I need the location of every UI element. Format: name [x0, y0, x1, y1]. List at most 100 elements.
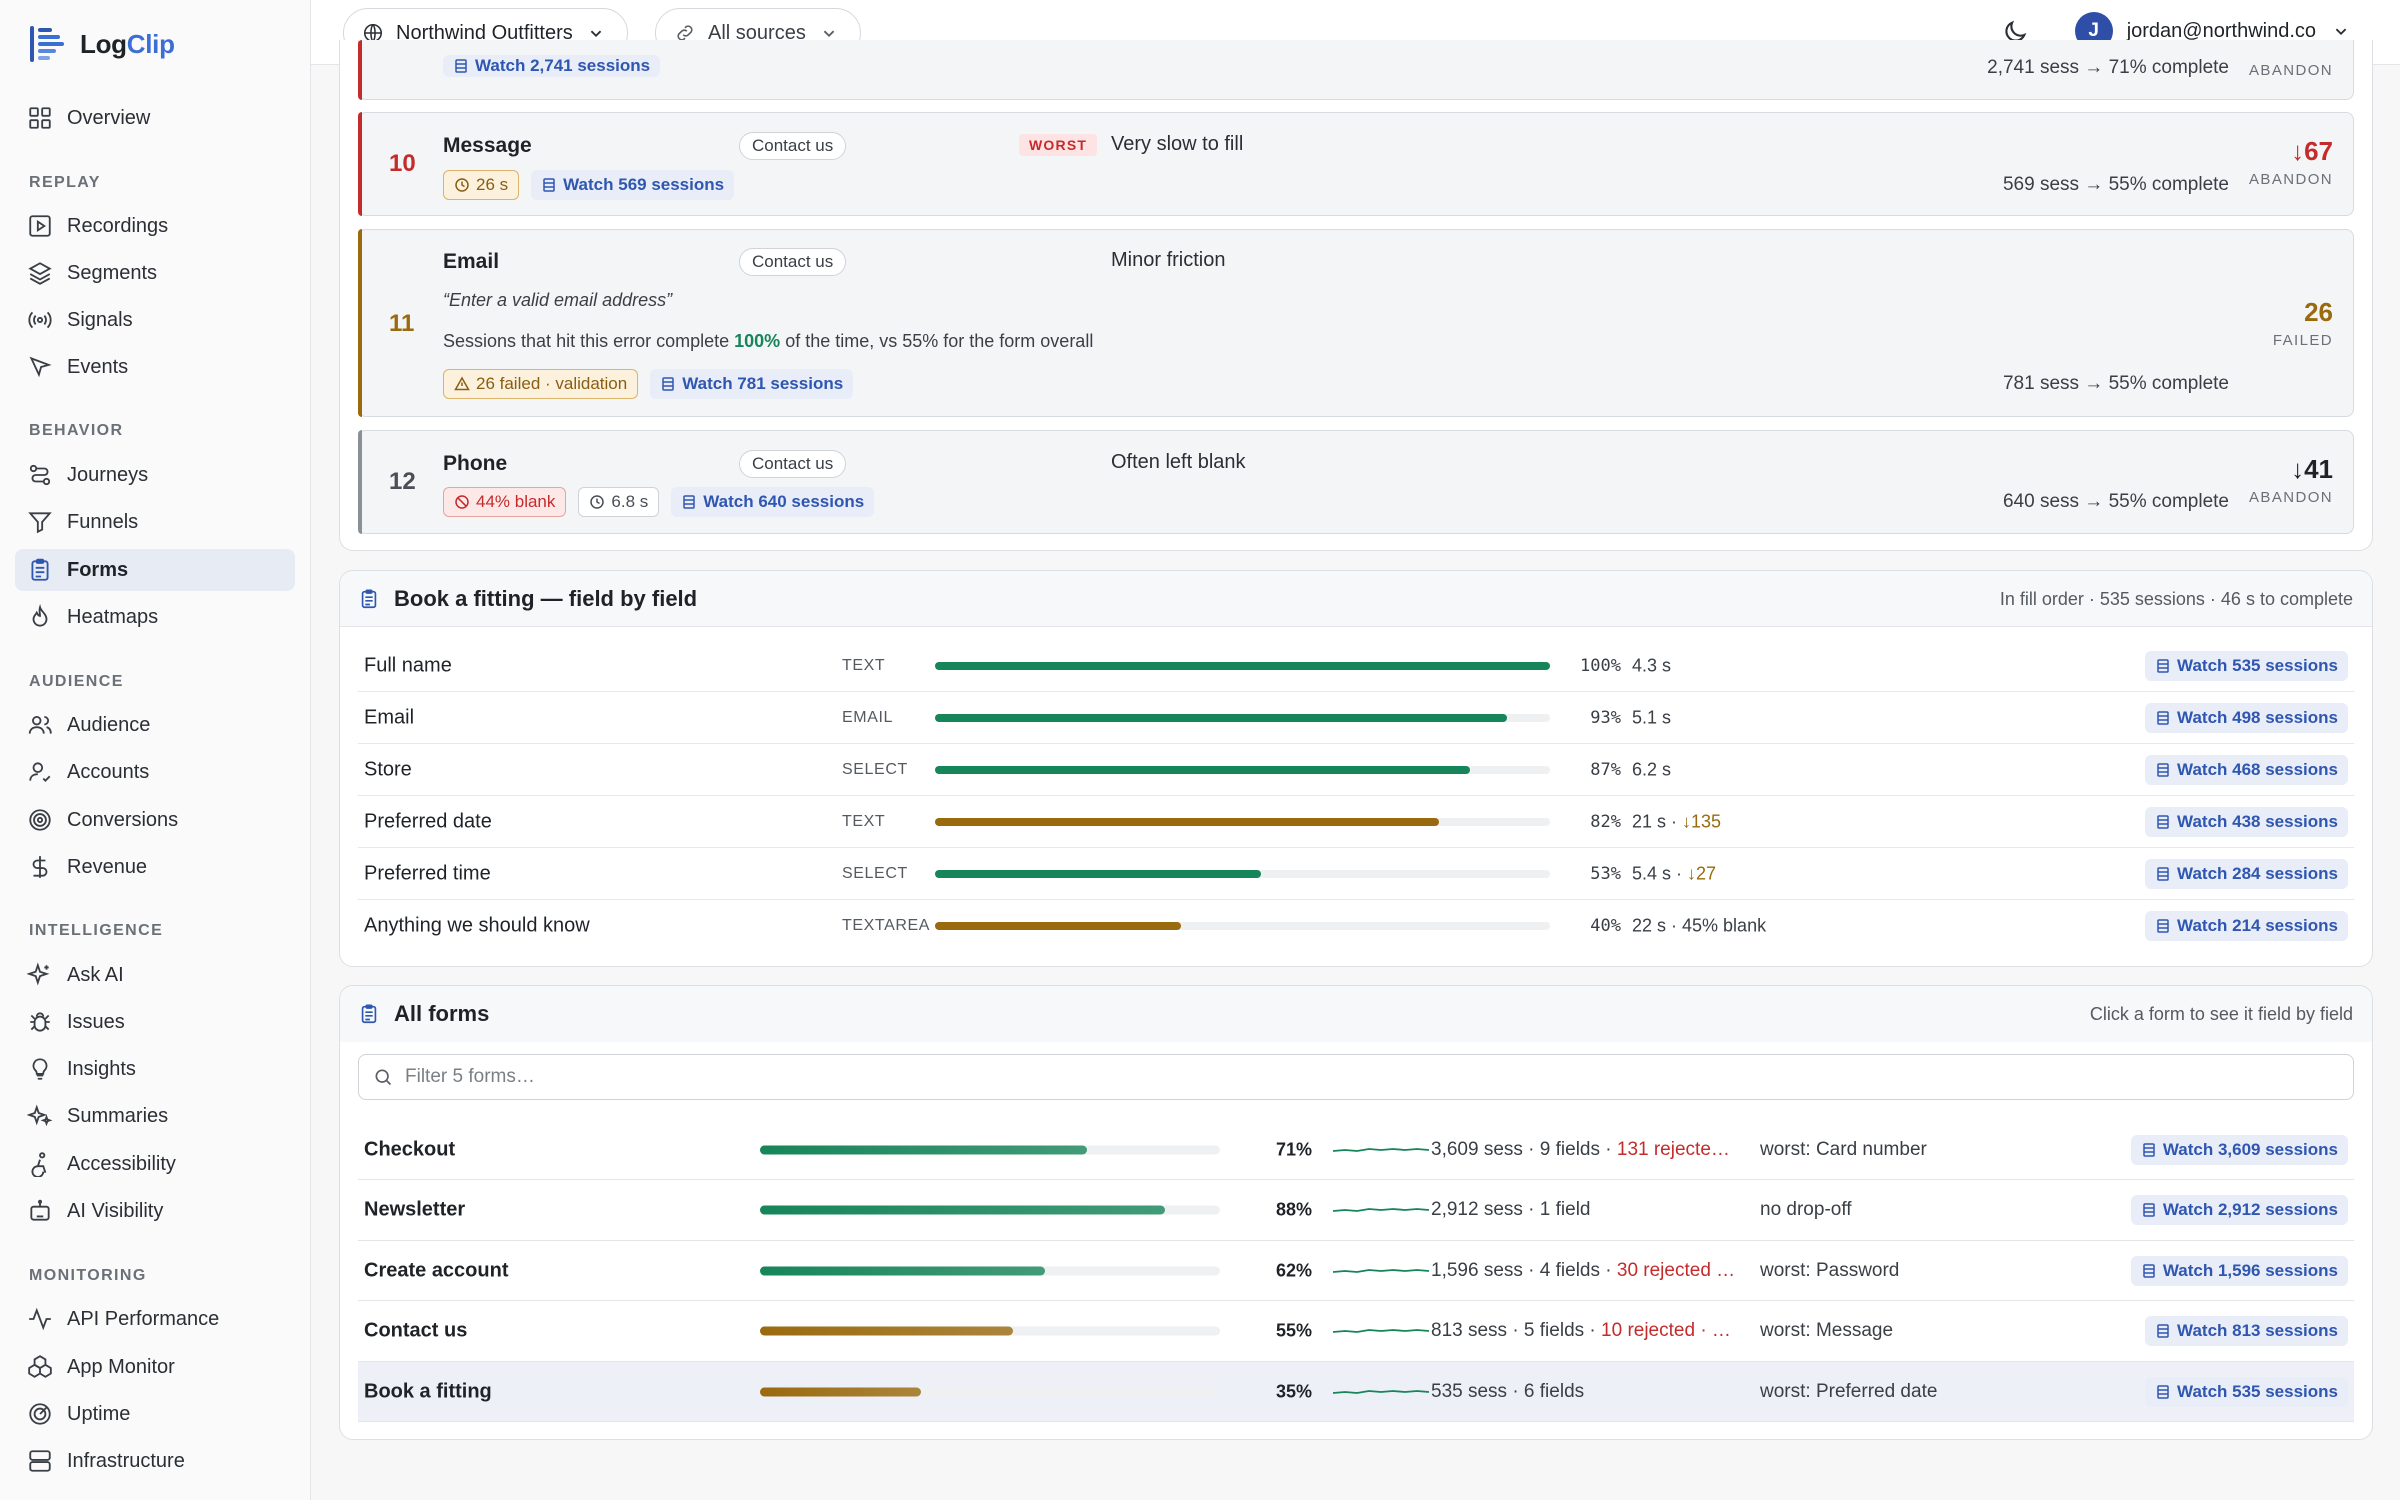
- nav-uptime[interactable]: Uptime: [15, 1393, 295, 1435]
- issue-chips: 44% blank 6.8 s Watch 640 sessions: [443, 487, 875, 517]
- logo[interactable]: LogClip: [28, 24, 175, 64]
- field-completion-bar: [935, 817, 1440, 826]
- watch-sessions-button[interactable]: Watch 438 sessions: [2145, 806, 2348, 837]
- issue-card-partial[interactable]: Watch 2,741 sessions 2,741 sess → 71% co…: [358, 40, 2354, 100]
- nav-events[interactable]: Events: [15, 346, 295, 388]
- nav-accounts-label: Accounts: [67, 760, 150, 783]
- issue-rank: 10: [389, 150, 416, 177]
- nav-heatmaps-label: Heatmaps: [67, 605, 159, 628]
- watch-sessions-button[interactable]: Watch 3,609 sessions: [2130, 1134, 2348, 1165]
- signal-icon: [28, 311, 52, 329]
- nav-accounts[interactable]: Accounts: [15, 751, 295, 793]
- field-row[interactable]: Store SELECT 87% 6.2 s Watch 468 sessions: [358, 744, 2354, 796]
- watch-sessions-button[interactable]: Watch 569 sessions: [531, 170, 735, 200]
- robot-icon: [30, 1199, 50, 1221]
- form-row[interactable]: Contact us 55% 813 sess · 5 fields · 10 re…: [358, 1302, 2354, 1362]
- form-worst-field: worst: Preferred date: [1760, 1380, 1938, 1402]
- field-type: EMAIL: [842, 708, 894, 726]
- nav-segments-label: Segments: [67, 261, 158, 284]
- severity-bar: [358, 229, 362, 417]
- form-tag[interactable]: Contact us: [739, 132, 847, 160]
- issue-metric: ↓41 ABANDON: [2249, 454, 2333, 506]
- issue-card[interactable]: 10 Message Contact us WORST Very slow to…: [358, 112, 2354, 216]
- flame-icon: [32, 604, 48, 627]
- form-row[interactable]: Book a fitting 35% 535 sess · 6 fields wors…: [358, 1362, 2354, 1422]
- watch-sessions-button[interactable]: Watch 2,741 sessions: [443, 55, 661, 77]
- watch-sessions-button[interactable]: Watch 535 sessions: [2145, 650, 2348, 681]
- user-check-icon: [29, 762, 51, 782]
- nav-issues[interactable]: Issues: [15, 1001, 295, 1043]
- link-icon: [677, 25, 693, 41]
- nav-accessibility[interactable]: Accessibility: [15, 1143, 295, 1185]
- form-row[interactable]: Newsletter 88% 2,912 sess · 1 field no drop…: [358, 1181, 2354, 1241]
- nav-audience[interactable]: Audience: [15, 704, 295, 746]
- nav-journeys[interactable]: Journeys: [15, 454, 295, 496]
- field-type: TEXT: [842, 812, 886, 830]
- nav-revenue[interactable]: Revenue: [15, 846, 295, 888]
- film-icon: [2157, 919, 2169, 933]
- form-completion-bar: [760, 1326, 1013, 1336]
- issue-stat: 569 sess → 55% complete: [2002, 174, 2229, 195]
- form-tag[interactable]: Contact us: [739, 248, 847, 276]
- field-type: TEXT: [842, 656, 886, 674]
- section-monitoring: MONITORING: [29, 1267, 147, 1284]
- film-icon: [2157, 658, 2169, 673]
- field-time: 4.3 s: [1632, 655, 1672, 675]
- watch-sessions-button[interactable]: Watch 1,596 sessions: [2130, 1255, 2348, 1286]
- time-chip: 26 s: [443, 170, 520, 200]
- nav-app-monitor-label: App Monitor: [67, 1355, 175, 1378]
- form-completion-track: [760, 1205, 1220, 1215]
- nav-app-monitor[interactable]: App Monitor: [15, 1346, 295, 1388]
- field-row[interactable]: Anything we should know TEXTAREA 40% 22 s ·…: [358, 900, 2354, 952]
- issue-metric: 26 FAILED: [2273, 297, 2333, 349]
- section-replay: REPLAY: [29, 174, 101, 191]
- watch-sessions-button[interactable]: Watch 284 sessions: [2145, 858, 2348, 889]
- nav-api-performance[interactable]: API Performance: [15, 1298, 295, 1340]
- watch-sessions-button[interactable]: Watch 498 sessions: [2145, 702, 2348, 733]
- nav-segments[interactable]: Segments: [15, 252, 295, 294]
- watch-sessions-button[interactable]: Watch 535 sessions: [2145, 1376, 2348, 1407]
- field-row[interactable]: Email EMAIL 93% 5.1 s Watch 498 sessions: [358, 692, 2354, 744]
- watch-sessions-button[interactable]: Watch 781 sessions: [650, 369, 854, 399]
- nav-heatmaps[interactable]: Heatmaps: [15, 596, 295, 638]
- nav-overview[interactable]: Overview: [15, 97, 295, 139]
- nav-funnels[interactable]: Funnels: [15, 501, 295, 543]
- nav-overview-label: Overview: [67, 106, 151, 129]
- form-worst-field: worst: Card number: [1760, 1138, 1927, 1160]
- watch-sessions-button[interactable]: Watch 468 sessions: [2145, 754, 2348, 785]
- film-icon: [455, 59, 467, 73]
- nav-conversions[interactable]: Conversions: [15, 799, 295, 841]
- field-completion-bar: [935, 869, 1261, 878]
- film-icon: [2143, 1142, 2155, 1157]
- watch-sessions-button[interactable]: Watch 214 sessions: [2145, 911, 2348, 941]
- form-completion-bar: [760, 1205, 1165, 1215]
- field-row[interactable]: Preferred time SELECT 53% 5.4 s · ↓27 Watch …: [358, 848, 2354, 900]
- watch-sessions-button[interactable]: Watch 2,912 sessions: [2130, 1195, 2348, 1225]
- field-row[interactable]: Full name TEXT 100% 4.3 s Watch 535 sessions: [358, 640, 2354, 692]
- issue-card[interactable]: 11 Email Contact us Minor friction “Ente…: [358, 229, 2354, 417]
- form-row[interactable]: Create account 62% 1,596 sess · 4 fields ·…: [358, 1241, 2354, 1301]
- forms-filter-input[interactable]: Filter 5 forms…: [358, 1054, 2354, 1100]
- field-time: 5.1 s: [1632, 707, 1672, 727]
- chevron-down-icon: [2335, 28, 2347, 36]
- form-tag[interactable]: Contact us: [739, 450, 847, 478]
- issue-card[interactable]: 12 Phone Contact us Often left blank 44%…: [358, 430, 2354, 534]
- watch-sessions-button[interactable]: Watch 640 sessions: [671, 487, 875, 517]
- nav-insights[interactable]: Insights: [15, 1048, 295, 1090]
- nav-ask-ai[interactable]: Ask AI: [15, 954, 295, 996]
- nav-conversions-label: Conversions: [67, 808, 179, 831]
- watch-sessions-button[interactable]: Watch 813 sessions: [2145, 1316, 2348, 1346]
- nav-ai-visibility[interactable]: AI Visibility: [15, 1190, 295, 1232]
- nav-recordings[interactable]: Recordings: [15, 205, 295, 247]
- issue-field-name: Email: [443, 250, 500, 273]
- nav-infrastructure[interactable]: Infrastructure: [15, 1440, 295, 1482]
- nav-summaries-label: Summaries: [67, 1104, 169, 1127]
- nav-signals[interactable]: Signals: [15, 299, 295, 341]
- film-icon: [2157, 866, 2169, 881]
- nav-summaries[interactable]: Summaries: [15, 1095, 295, 1137]
- field-row[interactable]: Preferred date TEXT 82% 21 s · ↓135 Watch 43…: [358, 796, 2354, 848]
- form-row[interactable]: Checkout 71% 3,609 sess · 9 fields · 131 r…: [358, 1120, 2354, 1180]
- nav-forms[interactable]: Forms: [15, 549, 295, 591]
- metric-value: 26: [2304, 297, 2333, 327]
- metric-label: ABANDON: [2249, 171, 2333, 188]
